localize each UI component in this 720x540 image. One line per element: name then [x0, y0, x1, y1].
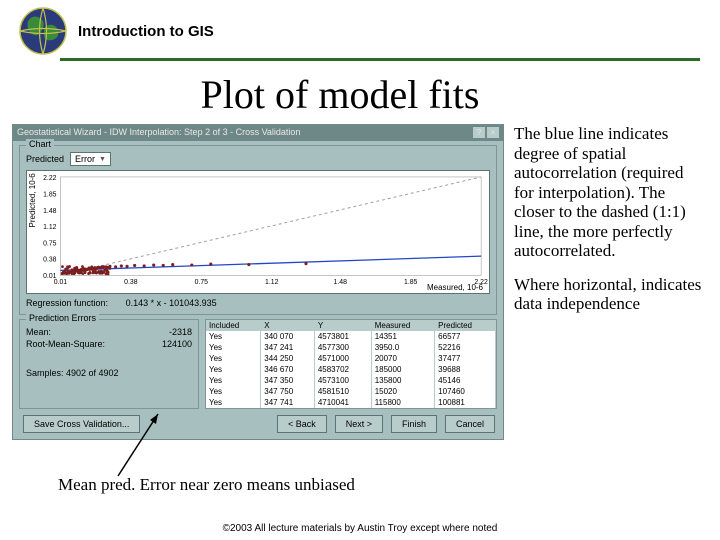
caption: Mean pred. Error near zero means unbiase…	[58, 475, 355, 495]
finish-button[interactable]: Finish	[391, 415, 437, 433]
copyright: ©2003 All lecture materials by Austin Tr…	[0, 523, 720, 534]
table-row[interactable]: Yes347 350457310013580045146	[206, 375, 496, 386]
samples-label: Samples: 4902 of 4902	[26, 368, 192, 378]
svg-text:0.38: 0.38	[43, 257, 57, 264]
svg-text:1.12: 1.12	[265, 279, 279, 286]
table-row[interactable]: Yes347 750458151015020107460	[206, 386, 496, 397]
chart-panel-label: Chart	[26, 139, 54, 149]
svg-text:0.01: 0.01	[54, 279, 68, 286]
svg-text:1.48: 1.48	[43, 208, 57, 215]
chart-type-dropdown[interactable]: Error ▼	[70, 152, 111, 166]
window-controls: ? ×	[473, 127, 499, 139]
wizard-window: Geostatistical Wizard - IDW Interpolatio…	[12, 124, 504, 440]
svg-text:1.85: 1.85	[404, 279, 418, 286]
svg-text:2.22: 2.22	[43, 175, 57, 182]
table-header: Included	[206, 320, 261, 331]
side-p2: Where horizontal, indicates data indepen…	[514, 275, 704, 314]
chart-panel: Chart Predicted Error ▼ 2.221.851.481.12…	[19, 145, 497, 315]
table-header: X	[261, 320, 315, 331]
chart-ylabel: Predicted, 10-6	[28, 173, 37, 227]
rms-value: 124100	[162, 339, 192, 349]
next-button[interactable]: Next >	[335, 415, 383, 433]
regression-label: Regression function:	[26, 298, 108, 308]
svg-text:1.48: 1.48	[334, 279, 348, 286]
table-row[interactable]: Yes344 25045710002007037477	[206, 353, 496, 364]
chevron-down-icon: ▼	[99, 156, 106, 163]
table-row[interactable]: Yes347 7414710041115800100881	[206, 397, 496, 408]
back-button[interactable]: < Back	[277, 415, 327, 433]
save-button[interactable]: Save Cross Validation...	[23, 415, 140, 433]
close-icon[interactable]: ×	[487, 127, 499, 138]
table-row[interactable]: Yes347 24145773003950.052216	[206, 342, 496, 353]
header: Introduction to GIS	[0, 0, 720, 56]
svg-text:0.38: 0.38	[124, 279, 138, 286]
errors-panel-label: Prediction Errors	[26, 313, 99, 323]
mean-value: -2318	[169, 327, 192, 337]
svg-text:1.12: 1.12	[43, 224, 57, 231]
stats-box: Prediction Errors Mean: -2318 Root-Mean-…	[19, 319, 199, 409]
svg-text:0.75: 0.75	[43, 240, 57, 247]
svg-text:0.75: 0.75	[195, 279, 209, 286]
predicted-label: Predicted	[26, 154, 64, 164]
regression-value: 0.143 * x - 101043.935	[126, 298, 217, 308]
wizard-title-text: Geostatistical Wizard - IDW Interpolatio…	[17, 127, 300, 139]
header-text: Introduction to GIS	[78, 23, 214, 40]
button-row: Save Cross Validation... < Back Next > F…	[13, 413, 503, 439]
wizard-titlebar: Geostatistical Wizard - IDW Interpolatio…	[13, 125, 503, 141]
globe-icon	[18, 6, 68, 56]
table-header: Measured	[371, 320, 434, 331]
table-header: Y	[314, 320, 371, 331]
svg-text:1.85: 1.85	[43, 191, 57, 198]
regression-line: Regression function: 0.143 * x - 101043.…	[24, 294, 492, 310]
content: Geostatistical Wizard - IDW Interpolatio…	[0, 124, 720, 440]
dropdown-value: Error	[75, 154, 95, 164]
errors-row: Prediction Errors Mean: -2318 Root-Mean-…	[19, 319, 497, 409]
page-title: Plot of model fits	[140, 71, 540, 118]
table-row[interactable]: Yes346 670458370218500039688	[206, 364, 496, 375]
chart-xlabel: Measured, 10-6	[427, 283, 483, 292]
scatter-chart: 2.221.851.481.120.750.380.010.010.380.75…	[26, 170, 490, 294]
header-rule	[60, 58, 700, 61]
help-icon[interactable]: ?	[473, 127, 485, 138]
cancel-button[interactable]: Cancel	[445, 415, 495, 433]
mean-label: Mean:	[26, 327, 51, 337]
rms-label: Root-Mean-Square:	[26, 339, 105, 349]
table-row[interactable]: Yes340 07045738011435166577	[206, 331, 496, 342]
side-text: The blue line indicates degree of spatia…	[514, 124, 704, 440]
table-header: Predicted	[435, 320, 496, 331]
data-table: IncludedXYMeasuredPredictedYes340 070457…	[205, 319, 497, 409]
side-p1: The blue line indicates degree of spatia…	[514, 124, 704, 261]
